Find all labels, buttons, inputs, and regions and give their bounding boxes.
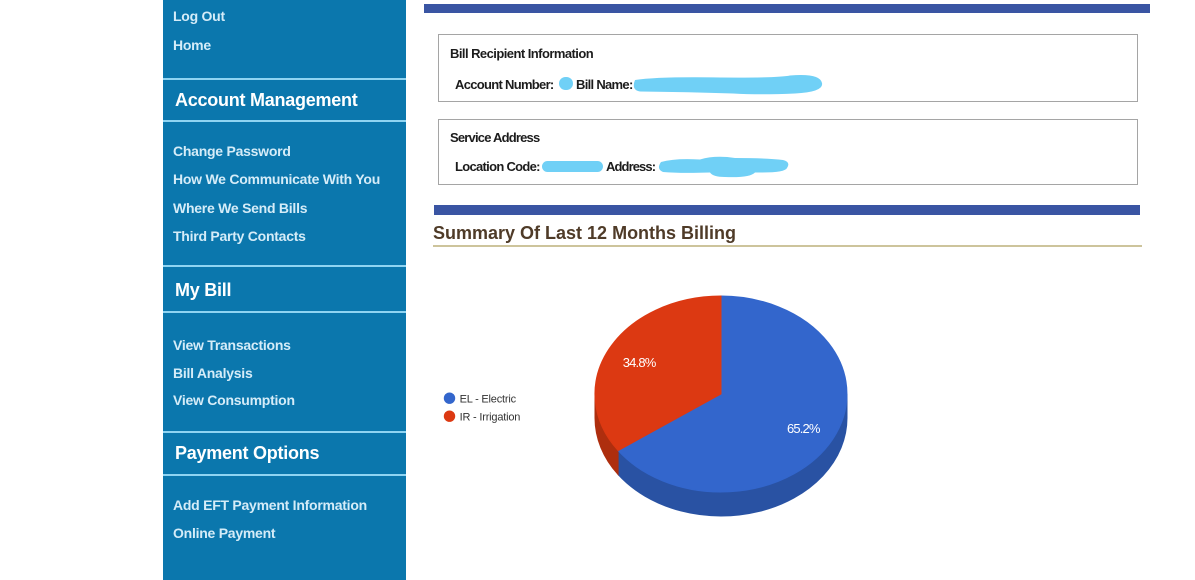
- svg-text:65.2%: 65.2%: [787, 421, 821, 436]
- svg-text:IR - Irrigation: IR - Irrigation: [460, 412, 521, 424]
- svg-text:EL - Electric: EL - Electric: [460, 394, 517, 406]
- svg-text:34.8%: 34.8%: [623, 355, 657, 370]
